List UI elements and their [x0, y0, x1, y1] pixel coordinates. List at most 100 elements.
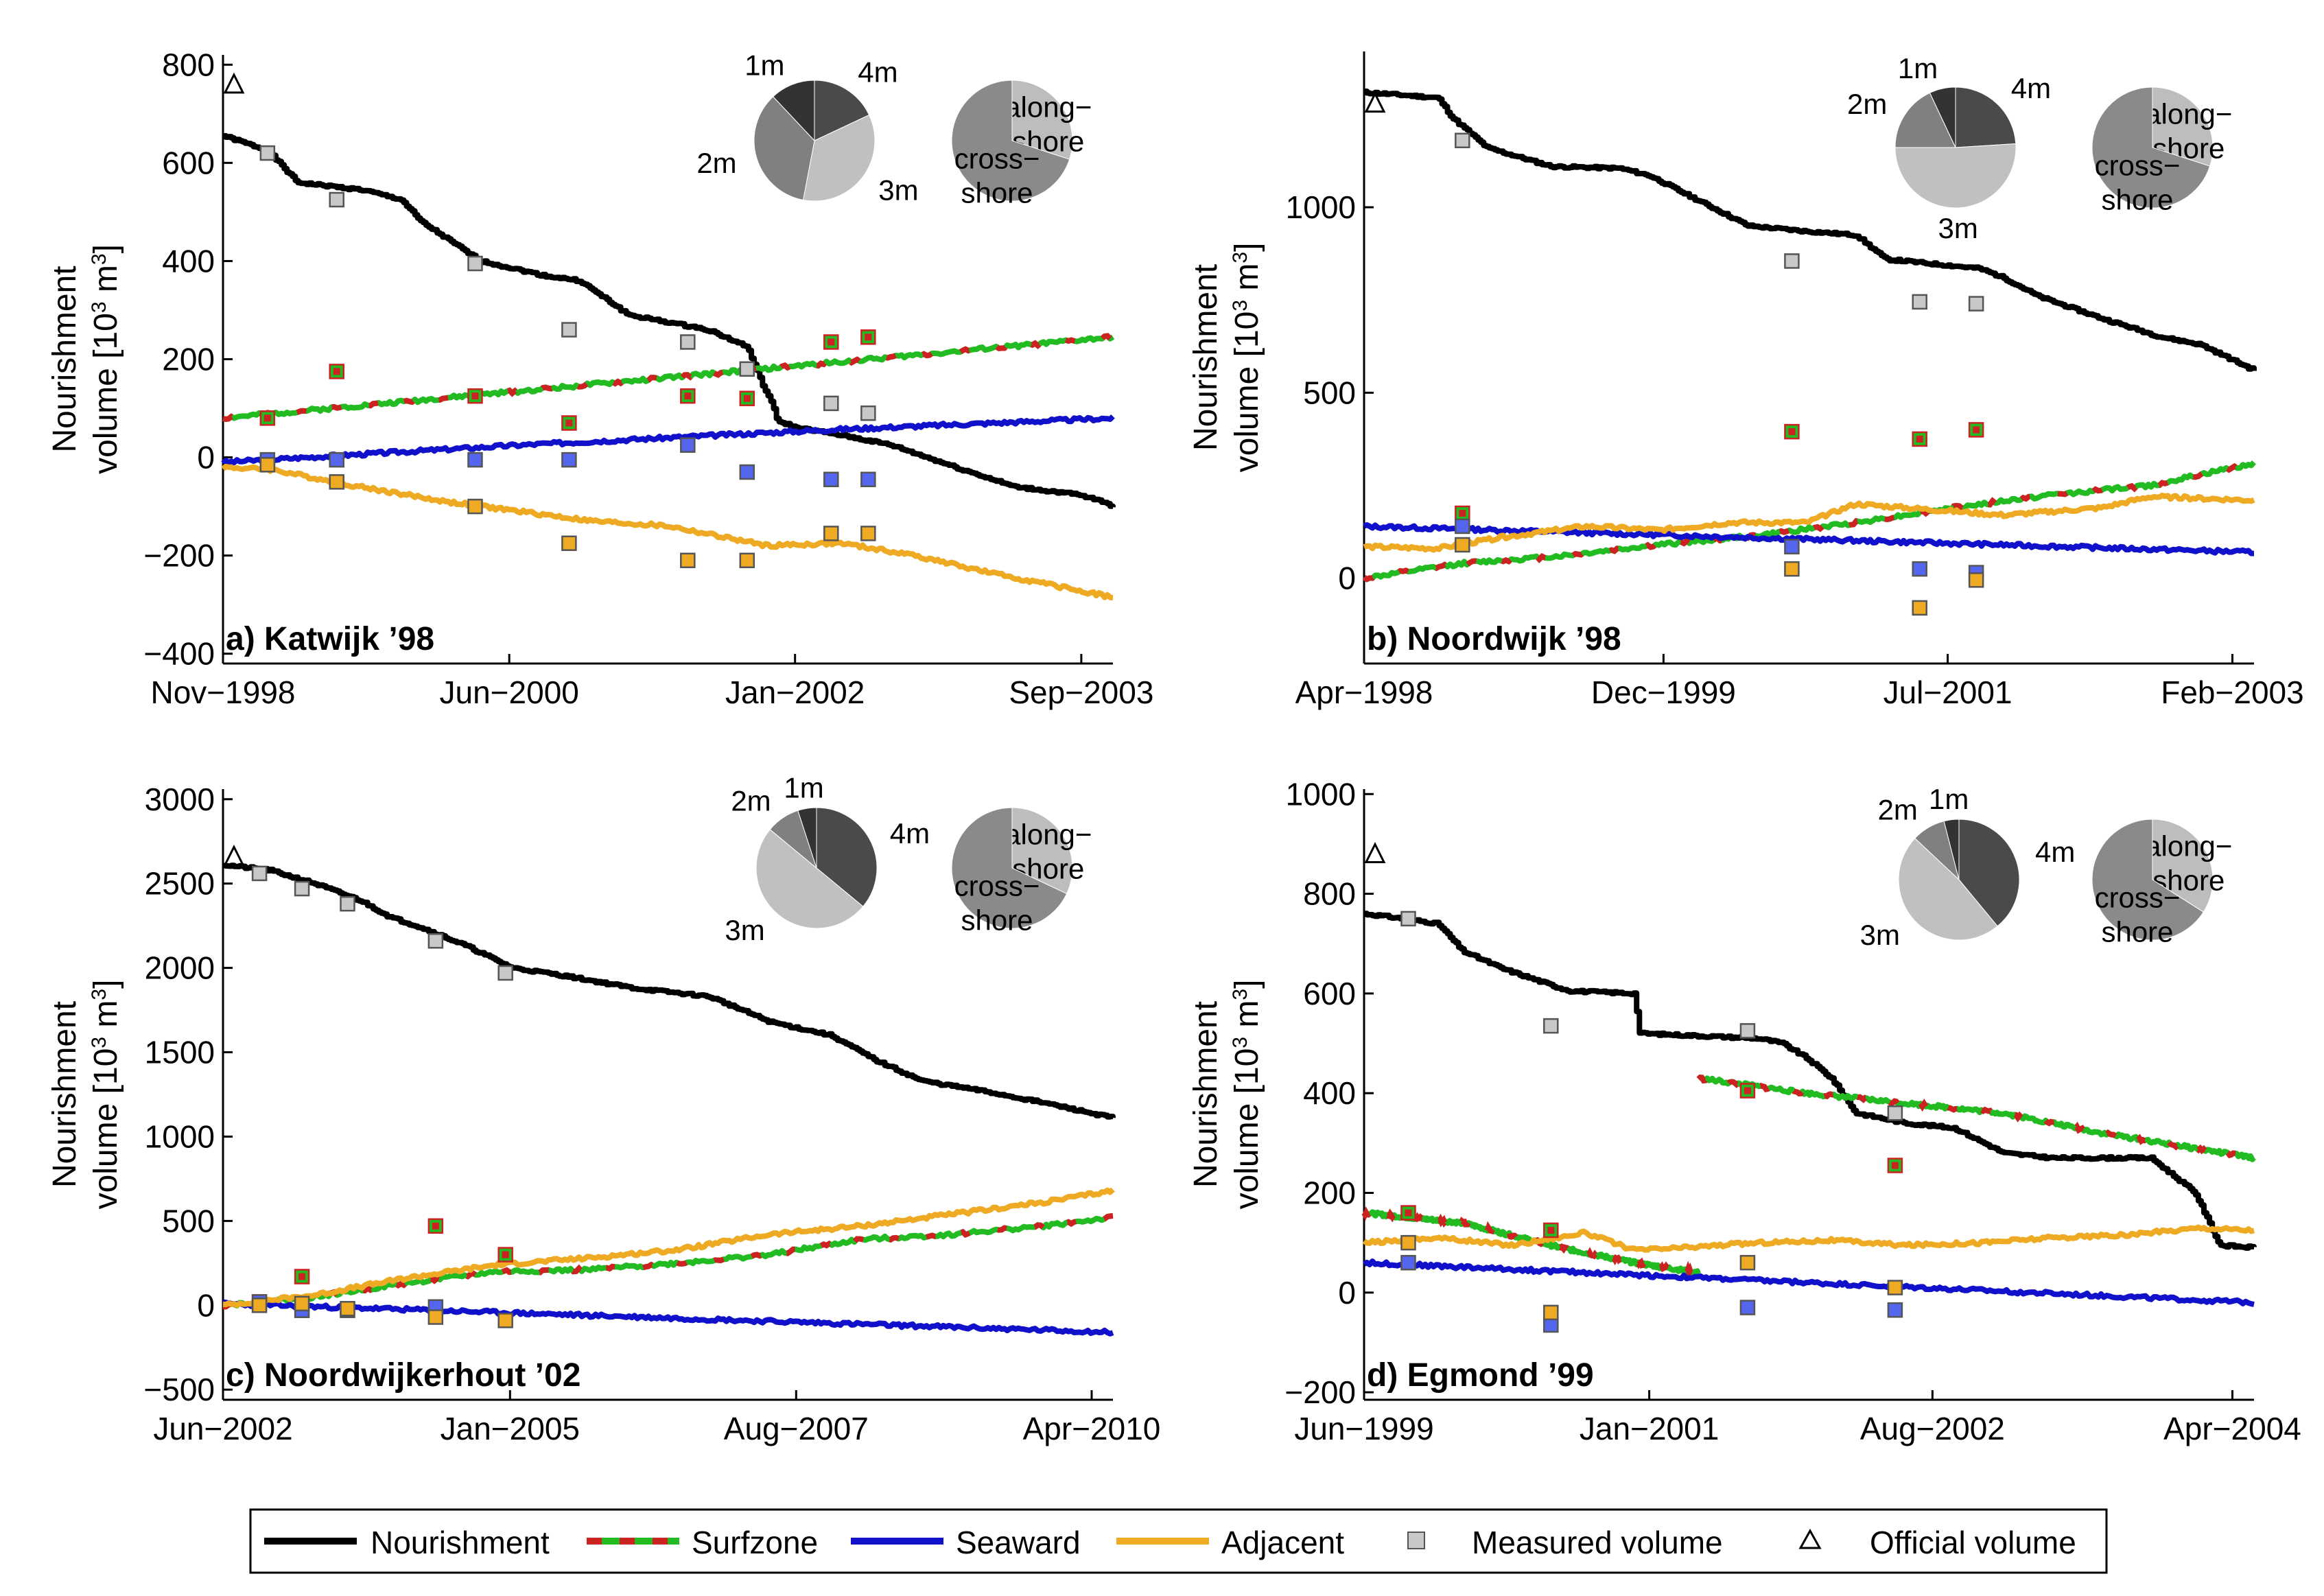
measured-marker-nourish [251, 865, 268, 882]
panel-title: c) Noordwijkerhout ’02 [226, 1357, 580, 1394]
measured-marker-sea [1400, 1254, 1416, 1271]
y-axis-label-part: m [1229, 263, 1265, 300]
pie-depth-slice [816, 807, 878, 907]
pie-direction-label-line: cross− [954, 869, 1040, 902]
pie-depth-slice [753, 96, 815, 201]
y-tick-label: 1000 [1286, 776, 1356, 812]
y-tick-label: 600 [162, 145, 215, 180]
y-axis-label-line2: volume [103 m3] [88, 980, 125, 1210]
pie-depth-label-line: 3m [1860, 919, 1900, 951]
pie-depth-label: 1m [744, 49, 784, 81]
series-line-seaward [222, 1299, 1114, 1337]
measured-marker-nourish [427, 933, 444, 949]
y-axis-label-superscript: 3 [88, 253, 110, 265]
pie-depth-label-line: 3m [878, 174, 918, 206]
measured-marker-nourish [1455, 132, 1470, 148]
pie-depth-slice [1894, 143, 2017, 209]
measured-marker-surf-core [333, 368, 340, 375]
pie-direction-label-line: along− [1005, 91, 1092, 124]
y-axis-label-part: m [88, 1000, 124, 1037]
pie-depth-label-line: 3m [725, 914, 764, 946]
measured-marker-adj [1784, 561, 1800, 577]
series-line-nourishment [223, 862, 1116, 1120]
x-tick-label: Sep−2003 [1009, 674, 1153, 710]
legend-measured-label: Measured volume [1472, 1525, 1723, 1560]
y-tick-label: 1500 [145, 1035, 215, 1070]
measured-marker-adj [497, 1313, 513, 1328]
pie-direction-label: cross− shore [2095, 881, 2181, 948]
measured-marker-adj [467, 498, 483, 515]
measured-marker-nourish [294, 880, 310, 897]
measured-marker-sea [467, 451, 483, 468]
pie-direction-slice [1011, 80, 1073, 160]
pie-depth-label-line: 4m [890, 817, 930, 849]
pie-depth-label: 2m [696, 147, 736, 179]
measured-marker-adj [860, 526, 876, 541]
series-line-adjacent [222, 1187, 1115, 1309]
pie-depth-label: 1m [1929, 783, 1969, 815]
panel-title: b) Noordwijk ’98 [1367, 621, 1621, 657]
pie-depth-label-line: 1m [744, 49, 784, 81]
y-tick-label: 1000 [1286, 189, 1356, 225]
series-line-surfzone [1362, 460, 2256, 583]
pie-direction-label-line: shore [961, 904, 1033, 936]
x-tick-label: Aug−2002 [1860, 1411, 2005, 1446]
y-tick-label: −400 [143, 636, 215, 672]
measured-marker-sea [739, 464, 755, 480]
pie-direction-slice [2091, 819, 2204, 941]
series-line-seaward [221, 414, 1115, 466]
pie-depth-label: 1m [1898, 52, 1938, 84]
measured-marker-nourish [329, 191, 344, 208]
y-axis-label-superscript: 3 [88, 989, 110, 1000]
panel-a: −400 −200 0 200 400 600 800 Nov−1998 Jun−2000 Jan… [47, 47, 1153, 710]
measured-marker-sea [823, 471, 839, 488]
y-axis-label-line1: Nourishment [1188, 264, 1224, 451]
x-tick-label: Apr−2010 [1023, 1411, 1161, 1446]
y-axis-label-part: volume [10 [1229, 1048, 1265, 1210]
pie-direction-slice [951, 80, 1070, 202]
pie-depth-label: 3m [878, 174, 918, 206]
y-tick-label: −200 [143, 538, 215, 574]
y-tick-label: 200 [1303, 1175, 1356, 1210]
measured-marker-surf-core [1973, 426, 1980, 434]
measured-marker-surf-core [865, 333, 872, 341]
measured-marker-nourish [860, 405, 876, 421]
y-axis-label-superscript: 3 [88, 301, 110, 313]
measured-marker-nourish [1543, 1018, 1559, 1034]
pie-depth-label-line: 2m [731, 784, 771, 817]
measured-marker-sea [1912, 561, 1927, 577]
pie-depth-label-line: 2m [1878, 793, 1918, 825]
pie-direction-label-line: along− [2145, 830, 2232, 862]
pie-depth-label: 3m [725, 914, 764, 946]
panel-b: 0 500 1000 Apr−1998 Dec−1999 Jul−2001 Feb−2003… [1188, 51, 2304, 710]
measured-marker-sea [1784, 539, 1800, 554]
measured-marker-nourish [1887, 1105, 1903, 1121]
series-line-adjacent [221, 463, 1114, 600]
pie-depth-slice [802, 114, 876, 202]
pie-direction-label-line: cross− [2095, 881, 2181, 913]
y-axis-label-superscript: 3 [88, 1037, 110, 1048]
legend-nourishment-label: Nourishment [371, 1525, 550, 1560]
y-axis-label-line2: volume [103 m3] [1229, 980, 1266, 1210]
y-tick-label: 0 [1338, 1275, 1356, 1311]
pie-direction-slice [1011, 807, 1073, 895]
pie-depth-slice [1898, 838, 1998, 941]
measured-marker-sea [1887, 1302, 1903, 1318]
x-tick-label: Jan−2005 [441, 1411, 580, 1446]
x-tick-label: Jun−2002 [153, 1411, 292, 1446]
y-tick-label: 2500 [145, 866, 215, 902]
measured-marker-nourish [1739, 1023, 1756, 1039]
pie-direction-label-line: along− [2145, 98, 2232, 130]
measured-marker-sea [860, 471, 876, 488]
series-line-seaward [1363, 1258, 2255, 1307]
measured-marker-adj [1455, 537, 1470, 553]
official-volume-marker [223, 72, 245, 94]
x-tick-label: Jun−2000 [440, 674, 579, 710]
y-axis-label-line1: Nourishment [1188, 1001, 1224, 1188]
y-tick-label: 400 [162, 243, 215, 279]
legend-official-marker [1798, 1528, 1822, 1549]
pie-depth-label: 1m [784, 771, 823, 803]
measured-marker-surf-core [1891, 1162, 1899, 1169]
series-line-surfzone [1696, 1075, 2256, 1162]
